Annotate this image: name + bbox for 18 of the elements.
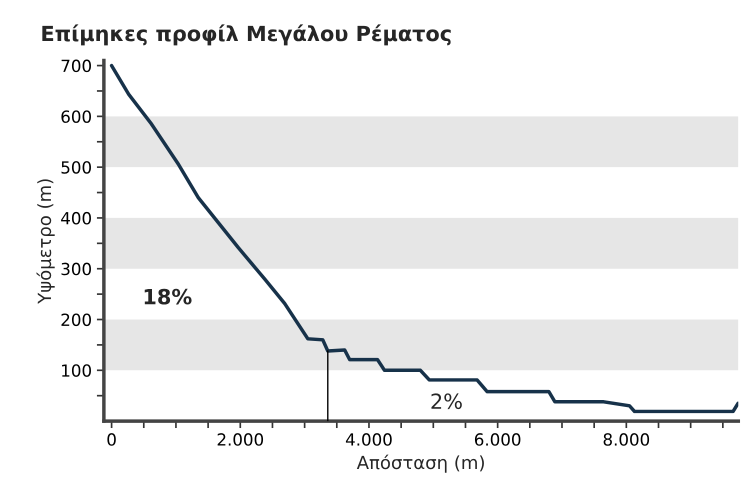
x-tick-label: 4.000: [346, 433, 392, 446]
annotation: 18%: [144, 288, 192, 305]
x-tick-label: 2.000: [218, 433, 264, 446]
y-tick-label: 100: [62, 364, 91, 377]
y-tick-label: 500: [62, 161, 91, 174]
chart-title: Επίμηκες προφίλ Μεγάλου Ρέματος: [42, 24, 451, 46]
y-axis-title: Υψόμετρο (m): [36, 179, 55, 304]
annotation: 2%: [431, 393, 462, 410]
y-tick-label: 300: [62, 262, 91, 276]
x-tick-label: 8.000: [604, 433, 650, 446]
y-tick-label: 200: [61, 313, 91, 326]
x-axis-title: Απόσταση (m): [356, 454, 484, 473]
y-tick-label: 700: [62, 60, 91, 72]
x-tick-label: 6.000: [474, 433, 520, 446]
y-tick-label: 600: [61, 110, 91, 123]
y-tick-label: 400: [61, 212, 91, 225]
line-series: [110, 64, 738, 414]
x-tick-label: 0: [107, 433, 116, 446]
